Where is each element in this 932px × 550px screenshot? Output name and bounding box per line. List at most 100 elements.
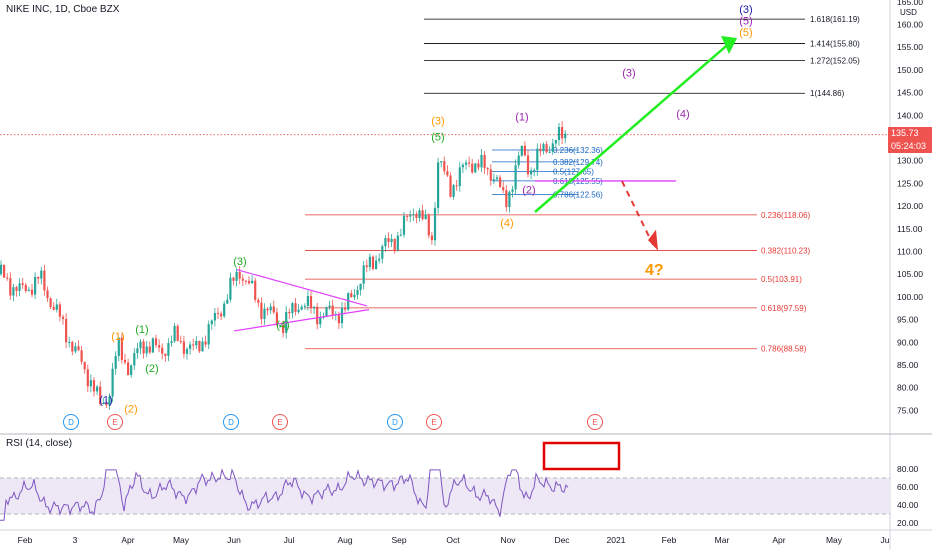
candle-body (43, 270, 46, 291)
candle-body (418, 210, 421, 218)
candle-body (182, 341, 185, 354)
candle-body (548, 151, 551, 153)
rsi-tick-label: 80.00 (897, 464, 919, 474)
candle-body (108, 396, 111, 406)
candle-body (192, 344, 195, 346)
candle-body (77, 346, 80, 351)
fib-minor-label: 0.5(127.65) (553, 167, 594, 176)
candle-body (508, 191, 511, 207)
candle-body (406, 215, 409, 217)
candle-body (80, 350, 83, 362)
triangle-lower-line (233, 309, 370, 332)
triangle-upper-line (236, 269, 368, 307)
candle-body (74, 346, 77, 352)
candle-body (123, 359, 127, 363)
candle-body (254, 280, 257, 300)
rsi-tick-label: 20.00 (897, 518, 919, 528)
time-axis-label: Aug (337, 535, 352, 545)
candle-body (164, 353, 167, 356)
candle-body (375, 260, 378, 270)
candle-body (0, 264, 3, 275)
fib-retracement-label: 0.5(103.91) (761, 275, 802, 284)
price-tick-label: 115.00 (897, 224, 923, 234)
wave-label: (2) (124, 404, 137, 416)
candle-body (220, 313, 223, 317)
event-marker-dividend (223, 414, 239, 430)
candle-body (542, 144, 545, 152)
wave-label: (3) (622, 68, 635, 80)
price-tick-label: 100.00 (897, 292, 923, 302)
candle-body (154, 338, 158, 346)
correction-arrow-line (621, 180, 654, 246)
time-axis-label: Jul (284, 535, 295, 545)
time-axis-label: Dec (554, 535, 570, 545)
event-marker-label: E (112, 418, 117, 427)
time-axis-label: 3 (73, 535, 78, 545)
candle-body (362, 265, 365, 284)
candle-body (251, 280, 254, 284)
candle-body (241, 278, 244, 281)
candle-body (433, 207, 437, 241)
candle-body (207, 324, 210, 345)
candle-body (27, 289, 30, 291)
candle-body (399, 234, 402, 236)
candle-body (238, 271, 241, 279)
candle-body (483, 154, 486, 169)
price-tick-label: 155.00 (897, 42, 923, 52)
time-axis-label: 2021 (607, 535, 626, 545)
candle-body (437, 162, 440, 208)
candle-body (117, 337, 120, 356)
candle-body (300, 306, 303, 310)
candle-body (480, 154, 483, 168)
time-axis-label: May (173, 535, 190, 545)
candle-body (461, 164, 464, 168)
candle-body (316, 306, 319, 325)
candle-body (269, 306, 272, 311)
candle-body (468, 162, 471, 164)
candle-body (86, 369, 89, 387)
time-axis-label: Ju (881, 535, 890, 545)
candle-body (381, 246, 384, 259)
candle-body (502, 187, 505, 191)
fib-minor-label: 0.382(129.74) (553, 158, 603, 167)
event-marker-earnings (272, 414, 288, 430)
candle-body (486, 168, 489, 170)
candle-body (402, 215, 406, 235)
candle-body (201, 341, 204, 352)
candle-body (489, 169, 492, 181)
candle-body (58, 304, 61, 317)
candle-body (3, 264, 6, 278)
candle-body (313, 306, 316, 308)
wave-annotation: 4? (645, 262, 664, 279)
candle-body (176, 325, 179, 341)
event-marker-dividend (63, 414, 79, 430)
price-tick-label: 160.00 (897, 20, 923, 30)
candle-body (393, 238, 396, 251)
price-tick-label: 90.00 (897, 337, 919, 347)
projection-arrow-line (534, 41, 731, 213)
candle-body (223, 303, 226, 317)
candle-body (499, 177, 502, 188)
candle-body (266, 308, 269, 311)
correction-arrow-head (648, 229, 658, 251)
candle-body (554, 140, 557, 144)
candle-body (145, 346, 148, 354)
projection-arrow-head (721, 35, 737, 55)
time-axis-label: Sep (391, 535, 406, 545)
candle-body (319, 317, 322, 325)
candle-body (114, 355, 117, 369)
currency-label: USD (900, 8, 917, 17)
candle-body (328, 305, 331, 308)
candle-body (12, 287, 15, 296)
candle-body (517, 155, 520, 166)
price-tick-label: 75.00 (897, 405, 919, 415)
candle-body (232, 277, 235, 281)
candle-body (331, 305, 334, 315)
candle-body (378, 258, 381, 261)
candle-body (390, 238, 393, 242)
candle-body (561, 127, 564, 139)
candle-body (523, 145, 526, 156)
wave-label: (2) (145, 363, 158, 375)
candle-body (415, 214, 418, 218)
